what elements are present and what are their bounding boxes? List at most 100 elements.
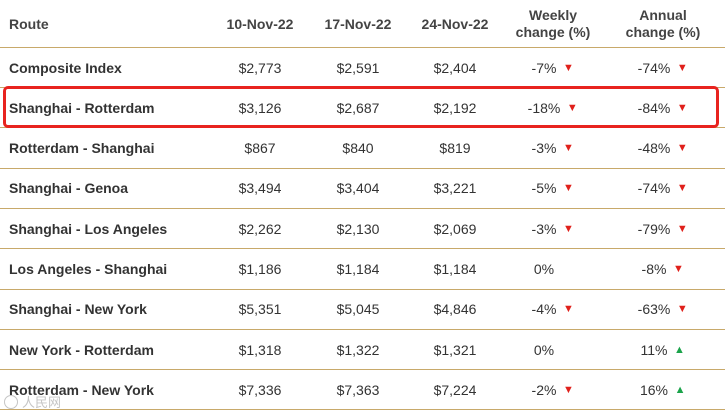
- header-annual-line1: Annual: [639, 6, 687, 23]
- rate-17-nov: $2,687: [336, 99, 380, 116]
- header-annual-change: Annual change (%): [612, 0, 714, 47]
- annual-change: 16% ▲: [612, 370, 714, 409]
- header-weekly-line1: Weekly: [529, 6, 577, 23]
- up-arrow-icon: ▲: [674, 383, 686, 396]
- header-date-1: 10-Nov-22: [226, 15, 294, 32]
- rate-24-nov: $4,846: [433, 301, 477, 318]
- route-name: Los Angeles - Shanghai: [9, 261, 168, 277]
- route-name: Shanghai - Rotterdam: [9, 99, 155, 116]
- rate-24-nov: $3,221: [433, 180, 477, 197]
- rate-10-nov: $1,186: [238, 261, 282, 277]
- down-arrow-icon: ▼: [676, 182, 688, 195]
- annual-change: -79% ▼: [612, 209, 714, 248]
- down-arrow-icon: ▼: [563, 222, 574, 235]
- weekly-change-value: -2%: [531, 381, 557, 398]
- weekly-change-value: -4%: [531, 301, 557, 318]
- weekly-change: -18% ▼: [505, 88, 601, 127]
- table-row: New York - Rotterdam $1,318 $1,322 $1,321 0%…: [0, 330, 725, 371]
- rate-24-nov: $2,404: [433, 59, 477, 76]
- weekly-change: -5% ▼: [505, 169, 601, 208]
- route-name: Rotterdam - Shanghai: [9, 140, 155, 157]
- weekly-change-value: 0%: [533, 341, 555, 358]
- up-arrow-icon: ▲: [674, 343, 685, 356]
- rate-24-nov: $1,321: [433, 341, 477, 358]
- watermark: 人民网: [4, 392, 61, 411]
- annual-change: 11% ▲: [612, 330, 714, 369]
- table-row: Rotterdam - Shanghai $867 $840 $819 -3% ▼ -48%…: [0, 129, 725, 169]
- rate-17-nov: $2,130: [336, 220, 380, 237]
- annual-change-value: -74%: [637, 59, 671, 76]
- weekly-change-wrap: -2% ▼: [532, 382, 575, 398]
- weekly-change: 0%: [505, 250, 601, 289]
- weekly-change-value: -18%: [527, 99, 561, 116]
- rate-24-nov: $2,069: [433, 220, 477, 237]
- header-date-2: 17-Nov-22: [324, 15, 392, 32]
- rate-24-nov: $7,224: [433, 381, 477, 398]
- annual-change-value: 11%: [640, 341, 668, 358]
- annual-change-wrap: -8% ▼: [642, 261, 685, 277]
- route-name: Shanghai - New York: [9, 301, 147, 318]
- annual-change-wrap: -63% ▼: [638, 301, 689, 317]
- annual-change: -8% ▼: [612, 250, 714, 289]
- rate-24-nov: $819: [439, 140, 471, 157]
- weekly-change-wrap: -3% ▼: [532, 221, 575, 237]
- weekly-change: -3% ▼: [505, 129, 601, 168]
- annual-change: -48% ▼: [612, 129, 714, 168]
- rate-10-nov: $2,262: [238, 220, 282, 237]
- annual-change-value: 16%: [639, 381, 669, 398]
- weekly-change-wrap: -4% ▼: [532, 301, 575, 317]
- down-arrow-icon: ▼: [566, 101, 578, 114]
- table-row: Shanghai - New York $5,351 $5,045 $4,846 -4%…: [0, 290, 725, 330]
- rate-10-nov: $7,336: [238, 381, 282, 398]
- down-arrow-icon: ▼: [563, 182, 574, 195]
- weekly-change: -7% ▼: [505, 48, 601, 87]
- rate-10-nov: $1,318: [238, 341, 282, 358]
- annual-change-wrap: -79% ▼: [638, 221, 689, 237]
- table-row: Rotterdam - New York $7,336 $7,363 $7,224 -2…: [0, 370, 725, 411]
- annual-change: -74% ▼: [612, 48, 714, 87]
- table-row: Los Angeles - Shanghai $1,186 $1,184 $1,184…: [0, 250, 725, 290]
- down-arrow-icon: ▼: [563, 303, 574, 316]
- annual-change: -63% ▼: [612, 290, 714, 329]
- weekly-change-wrap: -7% ▼: [532, 60, 575, 76]
- weekly-change: -2% ▼: [505, 370, 601, 409]
- annual-change-wrap: -48% ▼: [638, 140, 689, 156]
- header-route: Route: [9, 15, 49, 32]
- rate-10-nov: $2,773: [238, 59, 282, 76]
- route-name: Rotterdam - New York: [9, 381, 154, 398]
- down-arrow-icon: ▼: [676, 222, 688, 235]
- header-weekly-line2: change (%): [515, 23, 591, 40]
- annual-change-value: -8%: [641, 261, 667, 277]
- rate-10-nov: $867: [244, 140, 276, 157]
- weekly-change: 0%: [505, 330, 601, 369]
- weekly-change-wrap: -5% ▼: [532, 180, 575, 196]
- table-row: Shanghai - Rotterdam $3,126 $2,687 $2,192 -1…: [0, 88, 725, 129]
- rate-10-nov: $5,351: [238, 301, 282, 318]
- rate-17-nov: $1,184: [336, 261, 380, 277]
- rate-24-nov: $1,184: [433, 261, 477, 277]
- weekly-change-wrap: -18% ▼: [528, 100, 579, 116]
- down-arrow-icon: ▼: [676, 101, 688, 114]
- annual-change-wrap: -84% ▼: [638, 100, 689, 116]
- rate-10-nov: $3,126: [238, 99, 282, 116]
- table-header: Route 10-Nov-22 17-Nov-22 24-Nov-22 Week…: [0, 0, 725, 48]
- weekly-change-wrap: 0%: [534, 342, 572, 358]
- weekly-change-value: 0%: [533, 261, 555, 277]
- weekly-change-value: -7%: [531, 59, 557, 76]
- annual-change-value: -84%: [637, 99, 671, 116]
- rate-17-nov: $840: [342, 140, 374, 157]
- annual-change-value: -48%: [637, 140, 671, 157]
- watermark-text: 人民网: [22, 395, 62, 410]
- annual-change: -84% ▼: [612, 88, 714, 127]
- down-arrow-icon: ▼: [563, 61, 574, 74]
- header-date-3: 24-Nov-22: [421, 15, 489, 32]
- rate-17-nov: $5,045: [336, 301, 380, 318]
- table-row: Shanghai - Los Angeles $2,262 $2,130 $2,069…: [0, 209, 725, 250]
- rate-17-nov: $7,363: [336, 381, 380, 398]
- down-arrow-icon: ▼: [676, 303, 688, 316]
- annual-change-value: -63%: [637, 301, 671, 318]
- header-annual-line2: change (%): [625, 23, 701, 40]
- rate-17-nov: $2,591: [336, 59, 380, 76]
- rate-24-nov: $2,192: [433, 99, 477, 116]
- down-arrow-icon: ▼: [563, 142, 574, 155]
